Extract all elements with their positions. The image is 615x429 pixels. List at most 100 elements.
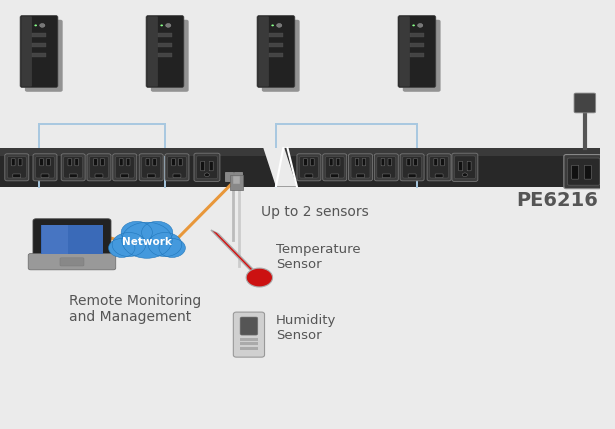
FancyBboxPatch shape [41, 225, 103, 254]
FancyBboxPatch shape [179, 158, 182, 166]
FancyBboxPatch shape [119, 158, 123, 166]
FancyBboxPatch shape [40, 158, 43, 166]
FancyBboxPatch shape [351, 157, 370, 178]
Text: Up to 2 sensors: Up to 2 sensors [261, 205, 368, 219]
FancyBboxPatch shape [269, 33, 283, 37]
FancyBboxPatch shape [47, 158, 50, 166]
Circle shape [141, 221, 173, 244]
FancyBboxPatch shape [0, 148, 600, 157]
FancyBboxPatch shape [375, 154, 399, 181]
FancyBboxPatch shape [173, 174, 181, 178]
FancyBboxPatch shape [68, 158, 71, 166]
Circle shape [165, 24, 171, 27]
FancyBboxPatch shape [414, 158, 418, 166]
Circle shape [159, 239, 185, 257]
FancyBboxPatch shape [22, 16, 32, 87]
FancyBboxPatch shape [269, 43, 283, 47]
FancyBboxPatch shape [381, 158, 384, 166]
FancyBboxPatch shape [572, 165, 579, 179]
FancyBboxPatch shape [568, 158, 600, 185]
FancyBboxPatch shape [430, 157, 448, 178]
FancyBboxPatch shape [18, 158, 22, 166]
FancyBboxPatch shape [232, 176, 240, 184]
FancyBboxPatch shape [75, 158, 78, 166]
FancyBboxPatch shape [383, 174, 391, 178]
FancyBboxPatch shape [400, 154, 424, 181]
FancyBboxPatch shape [230, 175, 243, 190]
FancyBboxPatch shape [172, 158, 175, 166]
FancyBboxPatch shape [90, 157, 108, 178]
FancyBboxPatch shape [69, 174, 77, 178]
Circle shape [109, 239, 135, 257]
FancyBboxPatch shape [410, 33, 424, 37]
Text: Humidity
Sensor: Humidity Sensor [276, 314, 336, 342]
Circle shape [246, 268, 272, 287]
FancyBboxPatch shape [127, 158, 130, 166]
Circle shape [204, 173, 210, 177]
Polygon shape [213, 231, 261, 279]
FancyBboxPatch shape [427, 154, 451, 181]
FancyBboxPatch shape [33, 154, 57, 181]
Circle shape [39, 24, 45, 27]
FancyBboxPatch shape [20, 15, 58, 88]
FancyBboxPatch shape [32, 43, 46, 47]
FancyBboxPatch shape [139, 154, 163, 181]
Circle shape [122, 222, 172, 258]
FancyBboxPatch shape [7, 157, 26, 178]
Text: Remote Monitoring
and Management: Remote Monitoring and Management [69, 294, 201, 324]
FancyBboxPatch shape [93, 158, 97, 166]
FancyBboxPatch shape [36, 157, 55, 178]
Circle shape [418, 24, 423, 27]
FancyBboxPatch shape [407, 158, 410, 166]
FancyBboxPatch shape [262, 20, 300, 92]
FancyBboxPatch shape [323, 154, 347, 181]
FancyBboxPatch shape [331, 174, 339, 178]
FancyBboxPatch shape [25, 20, 63, 92]
Polygon shape [263, 148, 297, 187]
FancyBboxPatch shape [304, 158, 308, 166]
Circle shape [271, 24, 274, 26]
FancyBboxPatch shape [564, 154, 601, 189]
FancyBboxPatch shape [240, 342, 258, 345]
FancyBboxPatch shape [5, 154, 29, 181]
FancyBboxPatch shape [584, 165, 591, 179]
FancyBboxPatch shape [297, 154, 321, 181]
FancyBboxPatch shape [32, 33, 46, 37]
FancyBboxPatch shape [225, 172, 232, 181]
FancyBboxPatch shape [157, 43, 172, 47]
FancyBboxPatch shape [147, 16, 158, 87]
FancyBboxPatch shape [209, 161, 213, 171]
FancyBboxPatch shape [311, 158, 314, 166]
FancyBboxPatch shape [355, 158, 359, 166]
Circle shape [161, 24, 163, 26]
Circle shape [277, 24, 282, 27]
FancyBboxPatch shape [441, 158, 444, 166]
FancyBboxPatch shape [336, 158, 340, 166]
FancyBboxPatch shape [157, 33, 172, 37]
FancyBboxPatch shape [41, 174, 49, 178]
FancyBboxPatch shape [257, 15, 295, 88]
Circle shape [121, 221, 153, 244]
FancyBboxPatch shape [240, 338, 258, 341]
FancyBboxPatch shape [146, 15, 184, 88]
FancyBboxPatch shape [12, 158, 15, 166]
FancyBboxPatch shape [258, 16, 269, 87]
FancyBboxPatch shape [61, 154, 85, 181]
FancyBboxPatch shape [240, 347, 258, 350]
FancyBboxPatch shape [141, 157, 161, 178]
FancyBboxPatch shape [452, 153, 478, 181]
FancyBboxPatch shape [157, 53, 172, 57]
FancyBboxPatch shape [87, 154, 111, 181]
FancyBboxPatch shape [377, 157, 396, 178]
FancyBboxPatch shape [101, 158, 104, 166]
FancyBboxPatch shape [349, 154, 373, 181]
FancyBboxPatch shape [410, 53, 424, 57]
FancyBboxPatch shape [196, 156, 218, 179]
FancyBboxPatch shape [42, 225, 68, 254]
FancyBboxPatch shape [115, 157, 134, 178]
Circle shape [412, 24, 415, 26]
FancyBboxPatch shape [330, 158, 333, 166]
FancyBboxPatch shape [147, 174, 155, 178]
FancyBboxPatch shape [435, 174, 443, 178]
Circle shape [148, 233, 182, 257]
